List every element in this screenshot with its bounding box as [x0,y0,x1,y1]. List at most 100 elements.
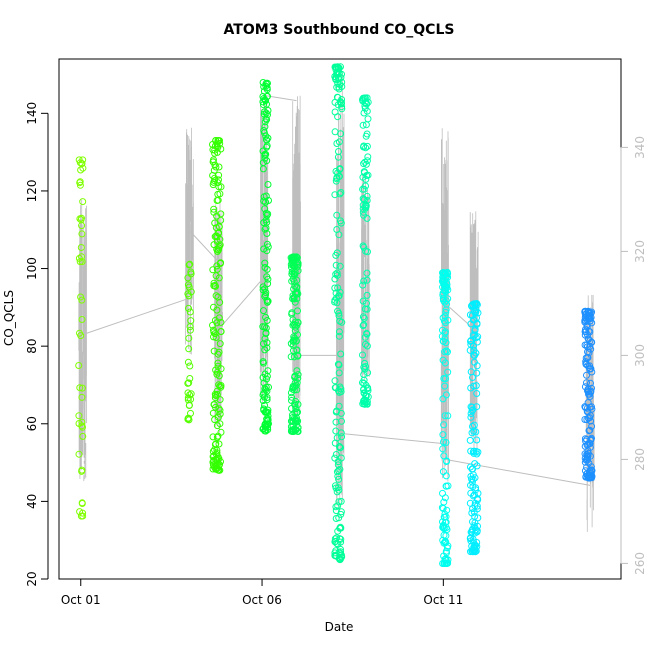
line-connector-7 [444,303,475,330]
data-point [360,142,368,150]
data-point [209,158,217,166]
data-point [264,415,272,423]
data-point [470,351,478,359]
data-point [467,340,475,348]
data-point [581,383,589,391]
data-point [583,416,591,424]
data-point [214,246,222,254]
data-point [76,384,84,392]
data-point [335,328,343,336]
data-point [360,109,368,117]
data-point [583,321,591,329]
data-point [333,211,341,219]
data-point [294,351,302,359]
data-point [185,345,193,353]
line-connector-0 [82,297,190,336]
data-point [585,327,593,335]
data-point [210,401,218,408]
data-point [261,108,268,116]
data-point [474,514,482,522]
data-point [337,454,345,462]
data-point [261,150,269,158]
data-point [583,379,590,387]
data-point [261,264,269,271]
data-point [337,350,345,358]
data-point [77,166,85,174]
line-connector-3 [263,94,297,102]
data-point [261,292,269,300]
data-point [468,429,476,437]
data-point [332,484,340,492]
data-point [587,388,595,396]
x-axis: Oct 01 Oct 06 Oct 11 [61,579,463,607]
data-point [210,457,218,465]
data-point [185,401,193,409]
data-point [291,382,299,390]
data-point [359,351,366,359]
data-point [290,261,298,269]
data-point [472,428,480,436]
data-point [293,276,301,284]
data-point [583,463,591,471]
data-point [333,93,341,101]
data-point [364,369,372,377]
data-point [359,297,367,305]
data-point [291,372,299,380]
data-point [363,342,371,350]
data-point [333,488,341,496]
data-point [78,384,86,392]
data-point [333,540,341,547]
data-point [586,337,594,345]
data-point [440,375,448,382]
data-point [470,358,478,366]
data-point [265,383,272,391]
data-point [442,439,450,446]
data-point [260,307,267,315]
data-point [215,274,223,282]
data-point [214,432,222,440]
data-point [211,149,219,157]
y-tick-label: 60 [25,416,39,431]
data-point [469,475,477,483]
data-point [262,216,270,224]
data-point [263,296,271,304]
data-point [359,313,367,321]
data-point [335,514,343,522]
data-point [471,502,479,510]
data-point [217,458,224,466]
data-point [335,361,343,369]
data-point [77,244,85,251]
data-point [259,374,267,381]
data-point [472,486,480,494]
y-tick-label: 40 [25,494,39,509]
data-point [213,387,221,395]
data-point [439,489,446,497]
line-connector-5 [339,432,446,445]
data-point [362,132,370,140]
data-point [77,512,85,520]
data-point [588,368,596,376]
point-cluster-7 [438,268,452,567]
data-point [334,360,342,368]
data-point [262,224,270,232]
data-point [440,280,448,288]
data-point [261,285,269,293]
y-tick-label: 80 [25,339,39,354]
data-point [439,431,447,439]
data-point [186,260,194,268]
data-point [217,318,225,326]
data-point [441,348,449,356]
point-cluster-6 [359,94,372,408]
data-point [466,436,474,444]
data-point [444,348,451,356]
data-point [334,461,342,469]
data-point [584,388,592,396]
data-point [331,549,339,557]
data-point [472,308,480,316]
data-point [263,339,271,347]
data-point [439,395,447,403]
data-point [78,467,86,475]
data-point [263,265,271,273]
data-point [210,166,218,174]
point-cluster-5 [331,63,346,564]
